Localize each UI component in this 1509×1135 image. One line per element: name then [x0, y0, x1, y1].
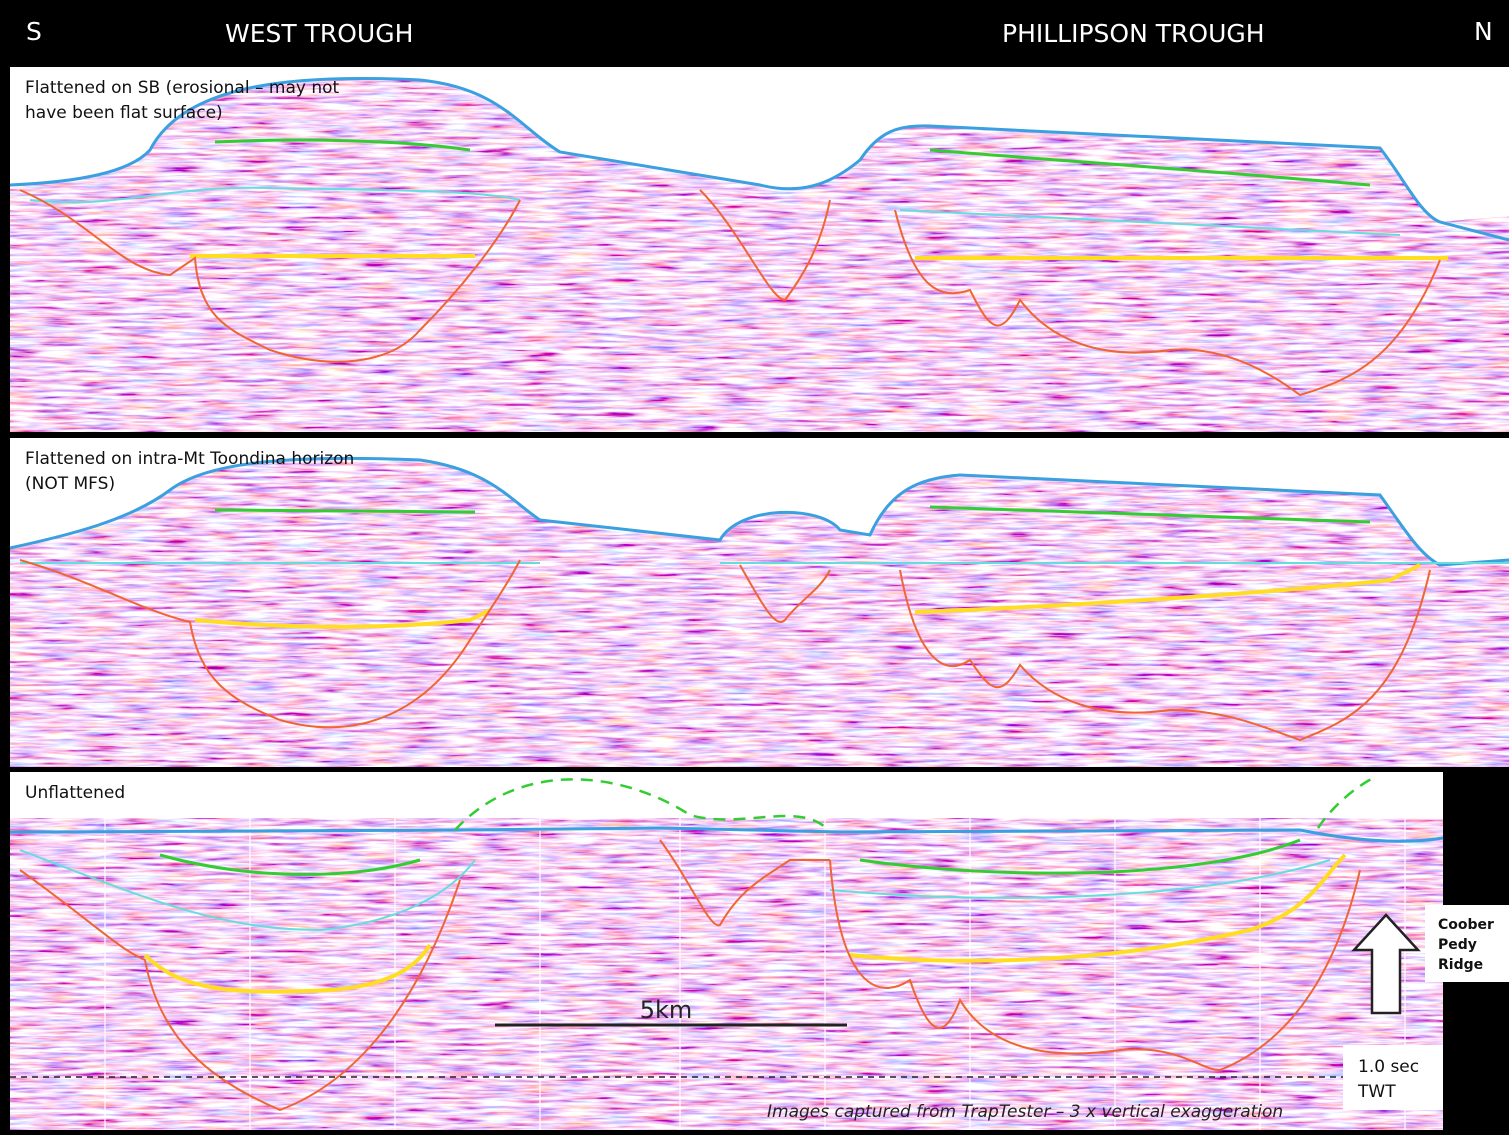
horizons-3	[9, 826, 1444, 1112]
time-label: 1.0 sec	[1358, 1057, 1419, 1077]
watermark: 86AK-7_migrated	[610, 80, 935, 124]
north-label: N	[1474, 17, 1493, 46]
panel-label: Flattened on intra-Mt Toondina horizon	[25, 449, 354, 469]
horizons-2	[9, 456, 1509, 742]
west-trough-label: WEST TROUGH	[225, 19, 413, 48]
panel-label: have been flat surface)	[25, 103, 223, 123]
panel-label: Unflattened	[25, 783, 125, 803]
time-label: TWT	[1357, 1082, 1396, 1102]
ridge-box	[1425, 905, 1509, 982]
caption: Images captured from TrapTester – 3 x ve…	[767, 1102, 1283, 1122]
horizons-1	[9, 76, 1509, 397]
eroded-section	[454, 775, 1376, 831]
panel-label: (NOT MFS)	[25, 474, 115, 494]
panel-label: Flattened on SB (erosional – may not	[25, 78, 340, 98]
ridge-label: Pedy	[1438, 937, 1477, 953]
scale-label: 5km	[640, 996, 693, 1024]
ridge-label: Coober	[1438, 917, 1494, 933]
time-box	[1343, 1045, 1443, 1110]
south-label: S	[26, 17, 42, 46]
ridge-label: Ridge	[1438, 957, 1483, 973]
seismic-section	[10, 818, 1443, 1130]
phillipson-trough-label: PHILLIPSON TROUGH	[1002, 19, 1265, 48]
ridge-arrow	[1351, 913, 1421, 1015]
